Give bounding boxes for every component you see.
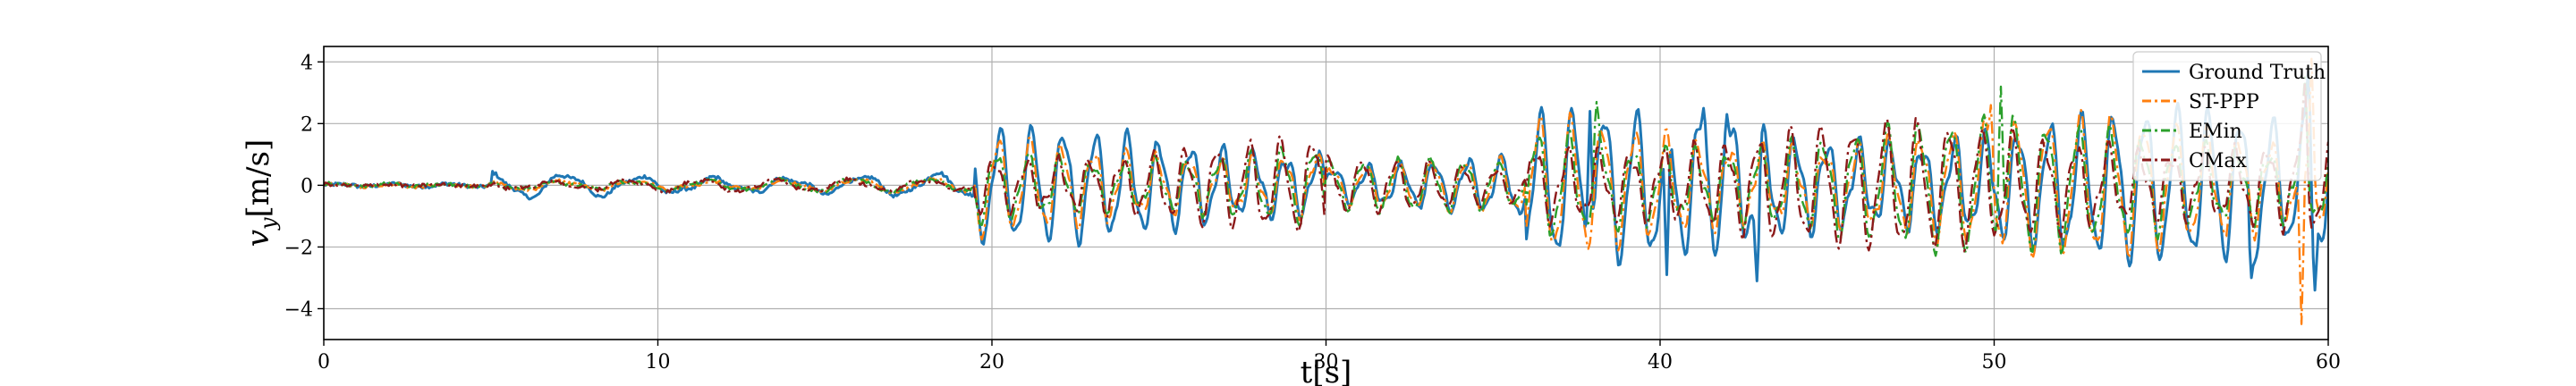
- legend-label: CMax: [2189, 150, 2247, 172]
- y-tick-label: 0: [301, 175, 313, 197]
- legend-label: EMin: [2189, 121, 2242, 143]
- series-line-cmax: [324, 82, 2328, 253]
- y-axis-label: vy[m/s]: [241, 139, 281, 247]
- y-axis-label-symbol: v: [241, 230, 276, 247]
- series-layer: [324, 57, 2328, 325]
- x-tick-label: 0: [318, 351, 330, 373]
- y-tick-label: 4: [301, 52, 313, 74]
- y-tick-label: −4: [284, 298, 313, 321]
- legend-box: [2132, 51, 2322, 181]
- x-tick-label: 10: [646, 351, 671, 373]
- legend-label: Ground Truth: [2189, 62, 2326, 84]
- tick-labels: 0 10 20 30 40 50 60 −4 −2 0 2 4: [284, 52, 2341, 373]
- y-tick-label: 2: [301, 113, 313, 136]
- y-axis-label-subscript: y: [256, 217, 281, 231]
- y-axis-label-unit: [m/s]: [241, 139, 276, 218]
- legend-label: ST-PPP: [2189, 91, 2259, 113]
- ticks: [318, 61, 2329, 346]
- x-tick-label: 40: [1648, 351, 1673, 373]
- legend: Ground Truth ST-PPP EMin CMax: [2132, 51, 2326, 181]
- x-tick-label: 30: [1314, 351, 1339, 373]
- y-tick-label: −2: [284, 237, 313, 259]
- x-tick-label: 60: [2316, 351, 2341, 373]
- x-tick-label: 50: [1982, 351, 2007, 373]
- x-axis-label: t[s]: [1301, 355, 1352, 386]
- x-tick-label: 20: [979, 351, 1004, 373]
